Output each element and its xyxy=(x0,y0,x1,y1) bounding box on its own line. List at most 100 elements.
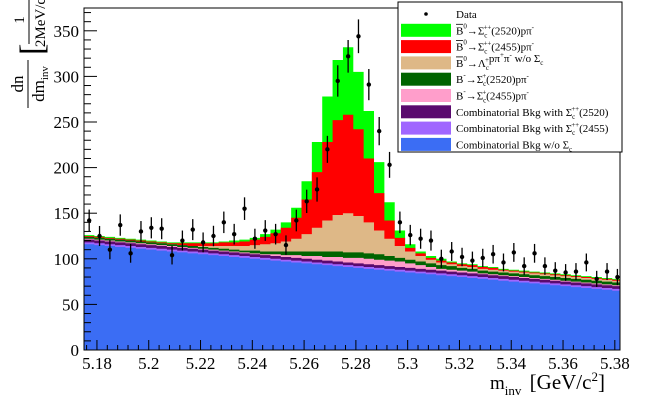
data-point xyxy=(252,228,258,249)
data-point xyxy=(345,40,351,73)
legend-entry-lambda_c_nonres: B0→Λc+pπ+π- w/o Σc xyxy=(401,51,543,72)
data-point xyxy=(128,243,133,263)
legend-swatch xyxy=(401,121,451,135)
x-axis-label: minv [GeV/c2] xyxy=(490,369,605,398)
data-point xyxy=(107,240,113,260)
data-marker xyxy=(439,256,444,261)
legend-swatch xyxy=(401,23,451,37)
data-point xyxy=(366,69,372,101)
data-point xyxy=(97,225,102,247)
x-tick-label: 5.38 xyxy=(600,354,630,373)
x-tick-label: 5.18 xyxy=(82,354,112,373)
data-point xyxy=(314,177,320,202)
data-point xyxy=(594,270,599,287)
data-marker xyxy=(501,260,506,265)
y-tick-label: 50 xyxy=(62,295,79,314)
data-marker xyxy=(480,255,485,261)
data-point xyxy=(511,243,517,262)
legend-entry-b0_2455: B0→Σc++(2455)pπ- xyxy=(401,39,535,56)
stack-comb_wo_sigma xyxy=(84,244,620,350)
data-marker xyxy=(615,274,620,280)
data-marker xyxy=(542,263,548,269)
y-label-bracket-den: 2MeV/c2 xyxy=(30,0,49,47)
data-marker xyxy=(325,147,330,152)
data-marker xyxy=(242,206,247,211)
legend-entry-comb_2455: Combinatorial Bkg with Σc++(2455) xyxy=(401,121,609,137)
data-point xyxy=(408,224,413,246)
x-tick-label: 5.28 xyxy=(341,354,371,373)
data-marker xyxy=(283,242,289,248)
data-marker xyxy=(263,228,268,233)
legend-label: Combinatorial Bkg with Σc++(2455) xyxy=(456,121,609,137)
data-point xyxy=(542,257,548,275)
data-marker xyxy=(563,270,568,275)
data-marker xyxy=(149,225,154,230)
data-point xyxy=(242,197,247,220)
data-marker xyxy=(490,252,496,257)
data-marker xyxy=(521,263,527,269)
data-marker xyxy=(159,226,164,231)
legend-label: B0→Σc++(2520)pπ- xyxy=(456,22,535,39)
legend-marker xyxy=(424,12,428,16)
data-point xyxy=(335,65,340,97)
plot-frame xyxy=(83,7,621,351)
data-marker xyxy=(397,220,403,225)
legend-entry-data: Data xyxy=(424,9,477,21)
data-point xyxy=(190,219,195,241)
x-tick-label: 5.32 xyxy=(445,354,475,373)
data-point xyxy=(428,230,434,251)
data-marker xyxy=(252,236,258,241)
data-point xyxy=(584,253,589,272)
data-marker xyxy=(428,238,434,243)
legend-label: B0→Σc++(2455)pπ- xyxy=(456,39,535,56)
data-marker xyxy=(97,233,102,239)
y-tick-label: 0 xyxy=(71,341,80,360)
legend-swatch xyxy=(401,72,451,86)
legend-entry-comb_wo_sigma: Combinatorial Bkg w/o Σc xyxy=(401,137,572,153)
legend-entry-bminus_2520: B-→Σc+(2520)pπ- xyxy=(401,71,530,88)
legend-label: Combinatorial Bkg w/o Σc xyxy=(456,139,572,153)
x-tick-label: 5.26 xyxy=(289,354,319,373)
y-label-bracket-num: 1 xyxy=(12,16,28,24)
data-point xyxy=(273,223,278,245)
data-marker xyxy=(418,236,423,241)
legend-swatch xyxy=(401,56,451,70)
data-point xyxy=(356,19,361,54)
data-marker xyxy=(335,78,340,84)
data-marker xyxy=(387,162,392,168)
x-label: minv [GeV/c2] xyxy=(490,369,605,398)
data-point xyxy=(118,214,123,236)
data-marker xyxy=(211,233,216,239)
legend-entry-b0_2520: B0→Σc++(2520)pπ- xyxy=(401,22,535,39)
x-tick-label: 5.2 xyxy=(138,354,159,373)
legend-swatch xyxy=(401,137,451,151)
data-marker xyxy=(190,227,195,232)
data-point xyxy=(501,253,506,272)
data-marker xyxy=(594,276,599,282)
y-label-num: dn xyxy=(8,75,27,93)
data-marker xyxy=(511,250,517,255)
x-tick-label: 5.3 xyxy=(397,354,418,373)
legend-label: B-→Σc+(2520)pπ- xyxy=(456,71,530,88)
data-point xyxy=(159,218,164,240)
legend-swatch xyxy=(401,105,451,119)
data-marker xyxy=(532,251,537,256)
data-point xyxy=(180,230,185,251)
legend-label: Data xyxy=(456,9,477,21)
y-label-bracket-left: [ xyxy=(14,44,51,55)
data-marker xyxy=(408,232,413,238)
data-point xyxy=(418,228,423,249)
y-tick-label: 200 xyxy=(54,159,80,178)
legend-swatch xyxy=(401,40,451,54)
data-marker xyxy=(345,54,351,59)
data-point xyxy=(283,235,289,255)
data-point xyxy=(490,244,496,264)
data-marker xyxy=(180,238,185,243)
data-marker xyxy=(356,34,361,39)
data-marker xyxy=(231,231,237,237)
data-marker xyxy=(221,220,227,225)
data-marker xyxy=(366,82,372,87)
legend: DataB0→Σc++(2520)pπ-B0→Σc++(2455)pπ-B0→Λ… xyxy=(397,1,623,153)
data-point xyxy=(615,268,620,286)
